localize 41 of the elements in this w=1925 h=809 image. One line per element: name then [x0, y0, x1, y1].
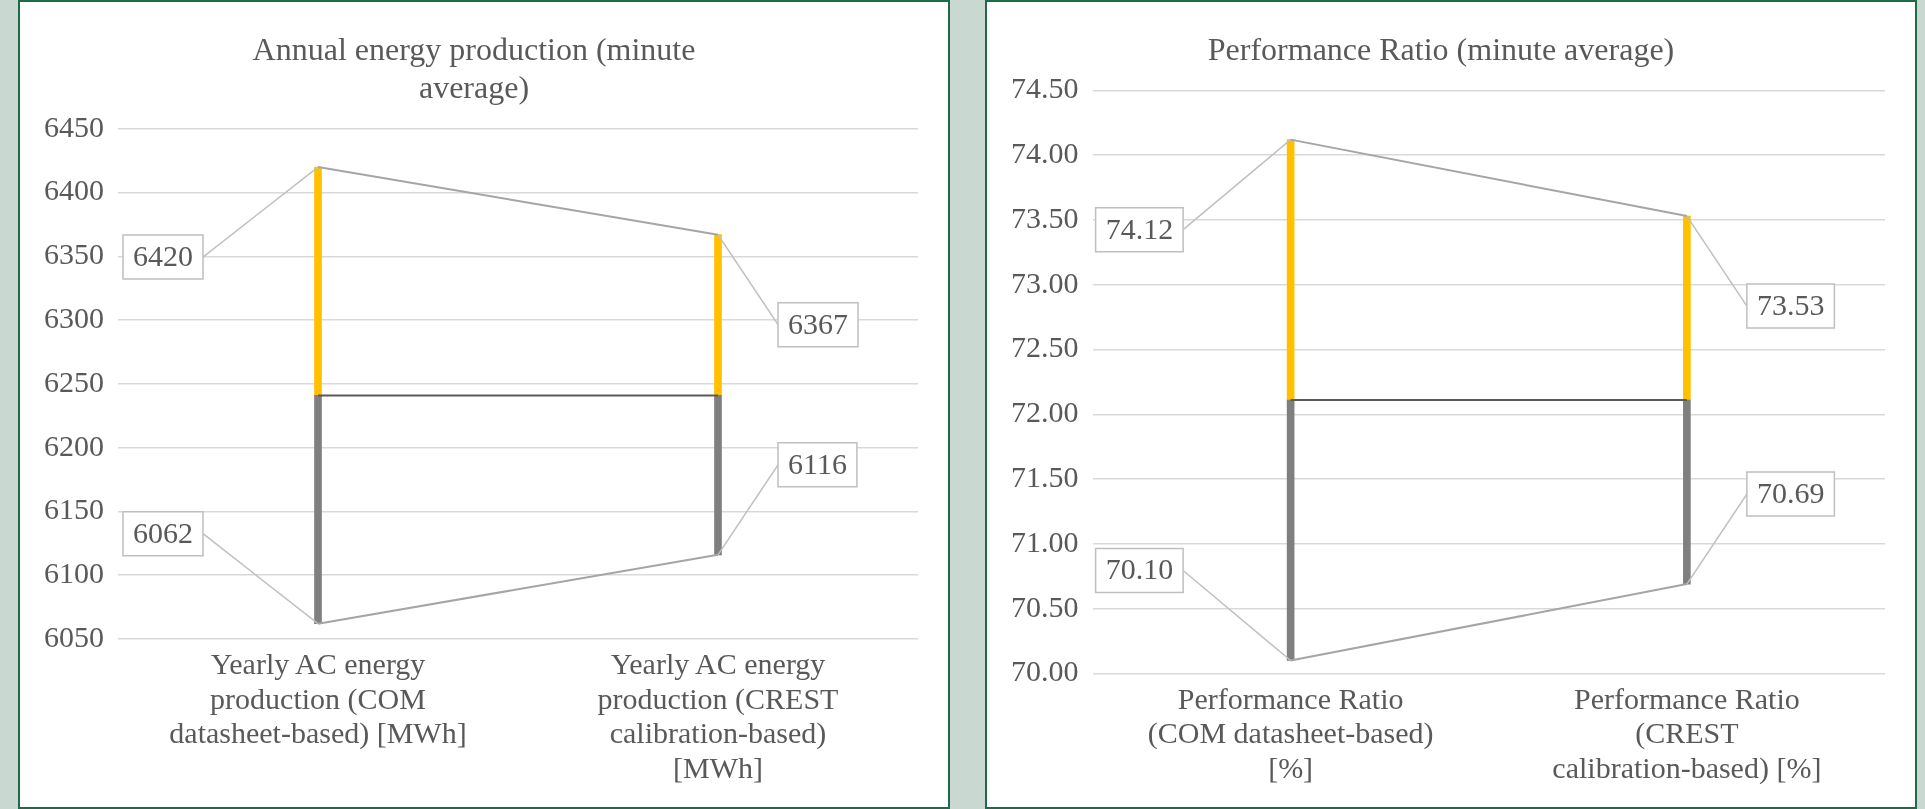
chart-title: Annual energy production (minute average) — [252, 30, 696, 106]
y-tick-label: 6300 — [44, 301, 104, 334]
bar — [714, 395, 722, 556]
bar — [1683, 399, 1691, 585]
data-label: 6367 — [788, 306, 848, 340]
x-tick-label: Yearly AC energy production (CREST calibration-based) [MWh] — [597, 647, 839, 784]
y-tick-label: 72.00 — [1011, 395, 1079, 429]
x-tick-label: Performance Ratio (COM datasheet-based) [%] — [1147, 681, 1434, 784]
bar — [314, 166, 322, 396]
y-tick-label: 74.50 — [1011, 71, 1079, 105]
y-tick-label: 71.00 — [1011, 524, 1079, 558]
data-label: 6420 — [133, 238, 193, 272]
bar — [714, 234, 722, 396]
x-tick-label: Performance Ratio (CREST calibration-based) [%] — [1552, 681, 1822, 785]
y-tick-label: 74.00 — [1011, 136, 1079, 170]
y-tick-label: 73.00 — [1011, 265, 1079, 299]
y-tick-label: 6400 — [44, 173, 104, 207]
y-tick-label: 6250 — [44, 364, 104, 398]
chart-title: Performance Ratio (minute average) — [1207, 30, 1675, 67]
y-tick-label: 6150 — [44, 492, 104, 526]
data-label: 6062 — [133, 515, 193, 549]
y-tick-label: 71.50 — [1011, 460, 1079, 494]
bar — [1286, 139, 1295, 401]
y-tick-label: 6100 — [44, 556, 104, 590]
y-tick-label: 6050 — [44, 619, 104, 653]
bar — [1683, 215, 1691, 401]
data-label: 74.12 — [1105, 211, 1174, 245]
y-tick-label: 6350 — [44, 237, 104, 271]
y-tick-label: 6200 — [44, 428, 104, 462]
data-label: 70.69 — [1756, 475, 1825, 509]
data-label: 70.10 — [1105, 552, 1174, 586]
y-tick-label: 6450 — [44, 109, 104, 143]
bar — [314, 395, 322, 625]
y-tick-label: 70.50 — [1011, 589, 1079, 623]
y-tick-label: 73.50 — [1011, 200, 1079, 234]
bar — [1286, 399, 1295, 661]
data-label: 73.53 — [1756, 287, 1825, 321]
y-tick-label: 70.00 — [1011, 654, 1079, 688]
data-label: 6116 — [788, 446, 847, 480]
y-tick-label: 72.50 — [1011, 330, 1079, 364]
x-tick-label: Yearly AC energy production (COM datasheet-based) [MWh] — [169, 647, 467, 751]
